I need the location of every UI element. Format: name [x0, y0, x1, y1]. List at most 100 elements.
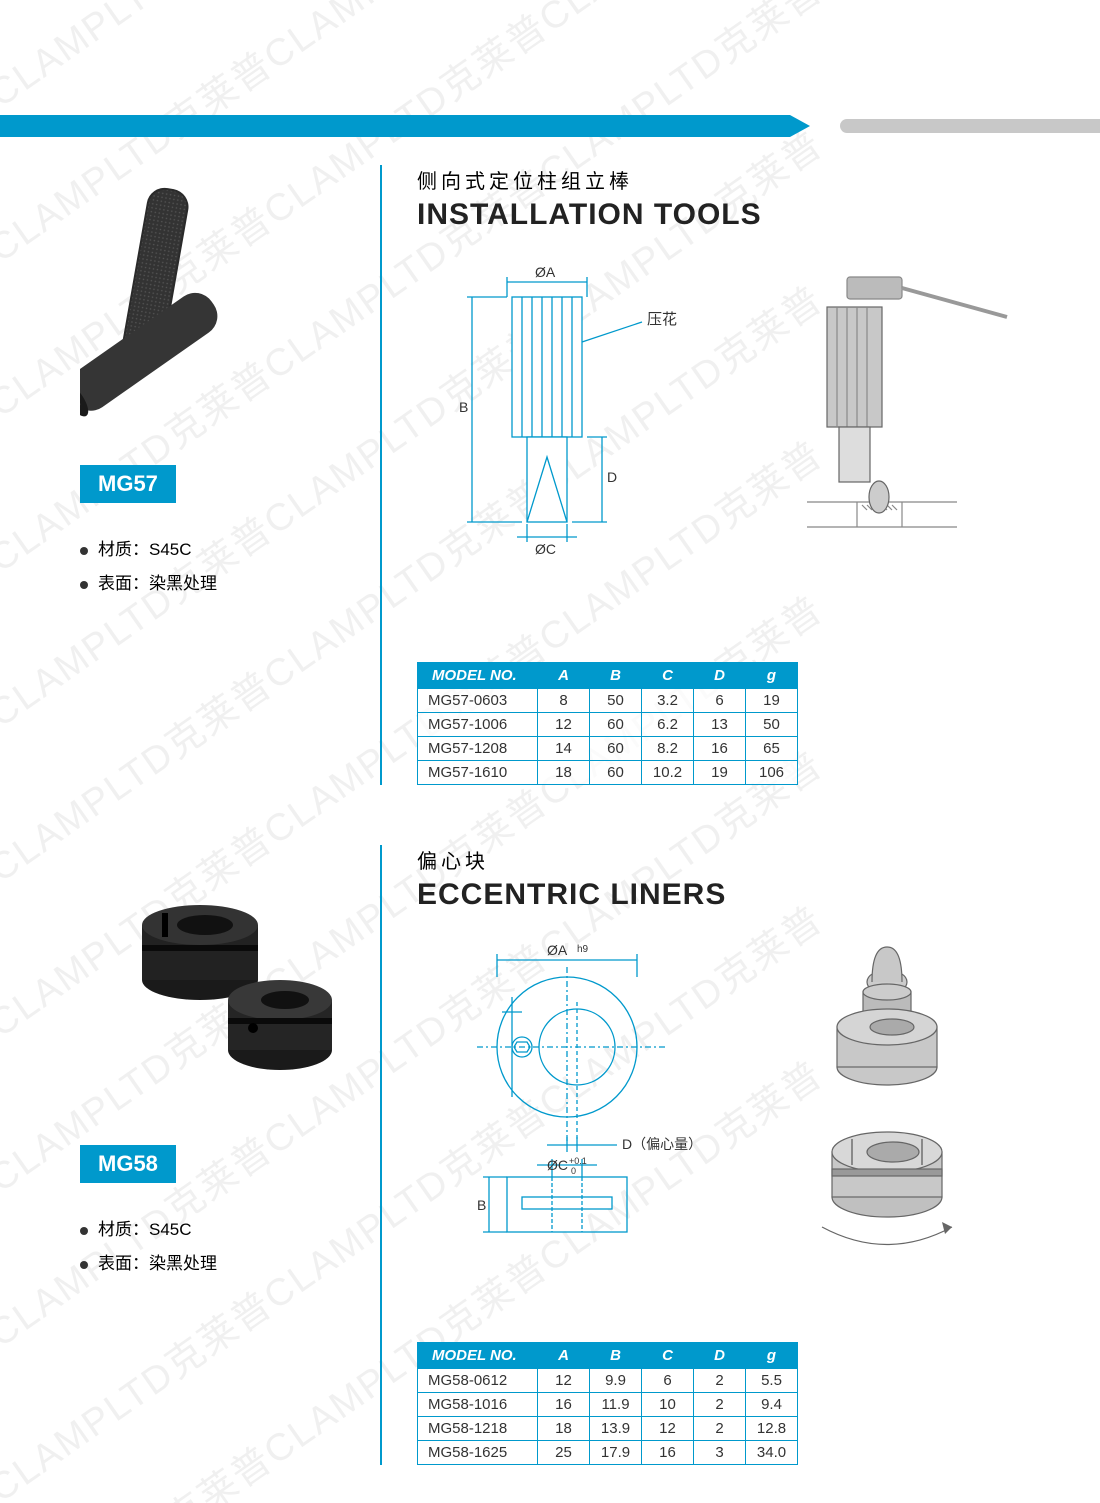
- table-col-header: g: [746, 663, 798, 689]
- section-title-en: ECCENTRIC LINERS: [417, 878, 1060, 912]
- table-cell: 16: [694, 737, 746, 761]
- table-cell: 2: [694, 1369, 746, 1393]
- table-col-header: MODEL NO.: [418, 1343, 538, 1369]
- svg-text:+0.1: +0.1: [569, 1156, 587, 1166]
- table-cell: 16: [538, 1393, 590, 1417]
- svg-text:0: 0: [571, 1166, 576, 1176]
- table-cell: 11.9: [590, 1393, 642, 1417]
- table-cell: MG58-1016: [418, 1393, 538, 1417]
- table-cell: MG57-1006: [418, 713, 538, 737]
- table-cell: 3: [694, 1441, 746, 1465]
- table-header-row: MODEL NO.ABCDg: [418, 1343, 798, 1369]
- diagram-mg58: ØA h9 D（偏心量） ØC +0.1 0 B: [417, 942, 1060, 1252]
- table-cell: 14: [538, 737, 590, 761]
- spec-table-mg58: MODEL NO.ABCDg MG58-0612129.9625.5MG58-1…: [417, 1342, 798, 1465]
- table-cell: 17.9: [590, 1441, 642, 1465]
- spec-material-value: S45C: [149, 540, 192, 559]
- table-cell: MG57-1610: [418, 761, 538, 785]
- table-col-header: B: [590, 663, 642, 689]
- section-mg57: MG57 材质：S45C 表面：染黑处理 侧向式定位柱组立棒 INSTALLAT…: [40, 165, 1060, 785]
- table-cell: 13.9: [590, 1417, 642, 1441]
- table-row: MG58-10161611.91029.4: [418, 1393, 798, 1417]
- product-image-mg57: [80, 165, 340, 445]
- table-cell: MG57-1208: [418, 737, 538, 761]
- table-row: MG58-0612129.9625.5: [418, 1369, 798, 1393]
- product-badge: MG57: [80, 465, 176, 503]
- spec-material-label: 材质：: [98, 1220, 149, 1239]
- table-cell: 34.0: [746, 1441, 798, 1465]
- table-cell: 9.4: [746, 1393, 798, 1417]
- spec-surface-value: 染黑处理: [149, 574, 217, 593]
- product-badge: MG58: [80, 1145, 176, 1183]
- svg-text:D: D: [607, 469, 617, 485]
- spec-surface-label: 表面：: [98, 1254, 149, 1273]
- table-cell: 18: [538, 1417, 590, 1441]
- svg-text:ØC: ØC: [547, 1157, 568, 1173]
- table-cell: 19: [694, 761, 746, 785]
- table-cell: 19: [746, 689, 798, 713]
- table-cell: 65: [746, 737, 798, 761]
- table-row: MG57-100612606.21350: [418, 713, 798, 737]
- table-col-header: g: [746, 1343, 798, 1369]
- table-row: MG58-16252517.916334.0: [418, 1441, 798, 1465]
- spec-list: 材质：S45C 表面：染黑处理: [80, 1213, 380, 1281]
- table-col-header: C: [642, 663, 694, 689]
- table-cell: 5.5: [746, 1369, 798, 1393]
- table-cell: 10.2: [642, 761, 694, 785]
- table-cell: 60: [590, 761, 642, 785]
- svg-text:h9: h9: [577, 944, 589, 955]
- section-title-cn: 侧向式定位柱组立棒: [417, 165, 1060, 194]
- svg-text:ØA: ØA: [547, 942, 568, 958]
- table-cell: MG57-0603: [418, 689, 538, 713]
- table-row: MG58-12181813.912212.8: [418, 1417, 798, 1441]
- table-cell: MG58-0612: [418, 1369, 538, 1393]
- table-cell: 12: [642, 1417, 694, 1441]
- table-cell: 3.2: [642, 689, 694, 713]
- table-cell: MG58-1218: [418, 1417, 538, 1441]
- table-cell: 50: [746, 713, 798, 737]
- spec-list: 材质：S45C 表面：染黑处理: [80, 533, 380, 601]
- table-col-header: D: [694, 663, 746, 689]
- table-col-header: MODEL NO.: [418, 663, 538, 689]
- dim-label: ØA: [535, 264, 556, 280]
- table-cell: 6: [642, 1369, 694, 1393]
- product-image-mg58: [80, 845, 340, 1125]
- table-header-row: MODEL NO.ABCDg: [418, 663, 798, 689]
- table-cell: 10: [642, 1393, 694, 1417]
- table-cell: 2: [694, 1393, 746, 1417]
- table-col-header: A: [538, 663, 590, 689]
- table-row: MG57-120814608.21665: [418, 737, 798, 761]
- table-col-header: D: [694, 1343, 746, 1369]
- section-title-cn: 偏心块: [417, 845, 1060, 874]
- table-cell: 16: [642, 1441, 694, 1465]
- section-title-en: INSTALLATION TOOLS: [417, 198, 1060, 232]
- table-cell: 12: [538, 713, 590, 737]
- svg-text:ØC: ØC: [535, 541, 556, 557]
- table-row: MG57-06038503.2619: [418, 689, 798, 713]
- table-cell: 6.2: [642, 713, 694, 737]
- table-cell: 8.2: [642, 737, 694, 761]
- svg-text:B: B: [477, 1197, 486, 1213]
- table-cell: 50: [590, 689, 642, 713]
- table-cell: 25: [538, 1441, 590, 1465]
- spec-surface-label: 表面：: [98, 574, 149, 593]
- svg-text:压花: 压花: [647, 311, 677, 328]
- table-col-header: A: [538, 1343, 590, 1369]
- spec-table-mg57: MODEL NO.ABCDg MG57-06038503.2619MG57-10…: [417, 662, 798, 785]
- header-bar: [0, 115, 1100, 137]
- svg-text:D（偏心量）: D（偏心量）: [622, 1136, 702, 1152]
- table-cell: 2: [694, 1417, 746, 1441]
- table-cell: 13: [694, 713, 746, 737]
- table-cell: 8: [538, 689, 590, 713]
- table-cell: 60: [590, 713, 642, 737]
- table-cell: 12: [538, 1369, 590, 1393]
- table-row: MG57-1610186010.219106: [418, 761, 798, 785]
- table-col-header: B: [590, 1343, 642, 1369]
- spec-surface-value: 染黑处理: [149, 1254, 217, 1273]
- svg-text:B: B: [459, 399, 468, 415]
- table-cell: 106: [746, 761, 798, 785]
- spec-material-value: S45C: [149, 1220, 192, 1239]
- section-mg58: MG58 材质：S45C 表面：染黑处理 偏心块 ECCENTRIC LINER…: [40, 845, 1060, 1465]
- spec-material-label: 材质：: [98, 540, 149, 559]
- table-cell: 12.8: [746, 1417, 798, 1441]
